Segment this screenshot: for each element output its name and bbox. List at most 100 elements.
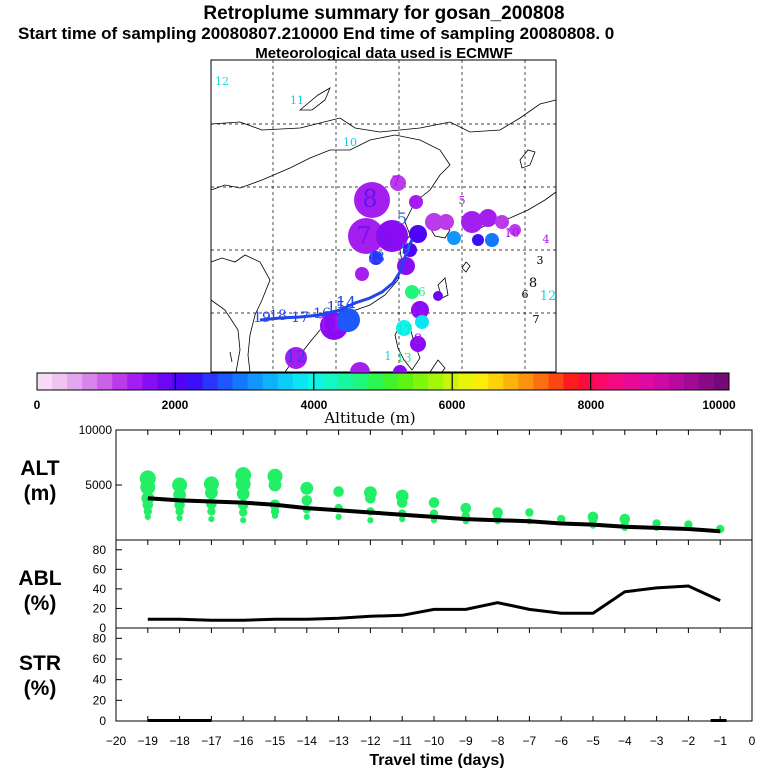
alt-particle-dot (239, 508, 248, 517)
met-data-label: Meteorological data used is ECMWF (255, 45, 513, 62)
plume-day-label: 4 (543, 233, 550, 246)
plume-cluster-circle (376, 220, 408, 252)
plume-day-label: 15 (326, 298, 345, 316)
colorbar-cell (82, 373, 98, 390)
colorbar-cell (277, 373, 294, 390)
colorbar-tick: 6000 (439, 398, 466, 412)
colorbar-cell (307, 373, 324, 390)
alt-particle-dot (588, 516, 598, 525)
colorbar-cell (202, 373, 219, 390)
colorbar-tick: 10000 (702, 398, 736, 412)
alt-particle-dot (240, 517, 247, 524)
abl-y-tick-label: 80 (93, 543, 107, 557)
alt-particle-dot (399, 516, 406, 523)
plume-cluster-circle (355, 267, 369, 281)
plume-cluster-circle (348, 218, 384, 254)
alt-particle-dot (301, 495, 313, 506)
colorbar-cell (322, 373, 339, 390)
plume-day-label: 3 (537, 254, 544, 267)
colorbar-cell (398, 373, 414, 390)
x-tick-label: −4 (618, 734, 632, 748)
colorbar-cell (172, 373, 188, 390)
plume-cluster-circle (472, 234, 484, 246)
plume-day-label: 6 (522, 288, 529, 301)
str-y-tick-label: 0 (99, 714, 106, 728)
plume-day-label: 1 (384, 349, 392, 363)
colorbar-cell (533, 373, 549, 390)
centroid-track-line (259, 239, 414, 322)
colorbar-cell (518, 373, 534, 390)
colorbar-tick: 0 (34, 398, 41, 412)
abl-line (147, 584, 721, 622)
str-panel: 0 20 40 60 80 STR (%) (19, 627, 753, 728)
travel-time-axis: −20 −19 −18 −17 −16 −15 −14 −13 −12 −11 −10 −9 −8 −7−… (106, 734, 756, 748)
plume-day-label: 12 (215, 75, 229, 88)
str-label: STR (19, 652, 61, 675)
plume-day-label: 6 (379, 226, 393, 251)
alt-particle-dot (176, 514, 183, 522)
plume-day-label: 17 (291, 310, 309, 326)
plume-day-label: 18 (269, 308, 287, 324)
alt-particle-dot (142, 499, 154, 511)
colorbar-cell (352, 373, 369, 390)
colorbar-cell (578, 373, 595, 390)
colorbar-cell (638, 373, 655, 390)
alt-particle-dot (172, 477, 188, 493)
colorbar-cell (127, 373, 143, 390)
x-tick-label: −11 (392, 734, 412, 748)
alt-particle-dot (365, 492, 376, 504)
plume-cluster-circle (409, 195, 423, 209)
plume-day-label: 5 (397, 209, 407, 228)
plume-cluster-circle (479, 209, 497, 227)
alt-label: ALT (20, 457, 59, 480)
plume-cluster-circle (425, 213, 443, 231)
alt-particle-dot (270, 507, 280, 516)
x-tick-label: −15 (265, 734, 286, 748)
colorbar-cell (563, 373, 580, 390)
colorbar-cell (653, 373, 670, 390)
x-tick-label: −12 (360, 734, 381, 748)
str-y-tick-label: 80 (93, 631, 107, 645)
plume-cluster-circle (415, 315, 429, 329)
plume-day-label: 12 (286, 347, 306, 366)
plume-centroid-track (259, 239, 414, 322)
plume-cluster-circle (485, 233, 499, 247)
colorbar-cell (142, 373, 158, 390)
alt-particle-dot (396, 497, 408, 508)
alt-particle-dot (300, 481, 314, 495)
colorbar-cell (232, 373, 249, 390)
plume-cluster-circle (396, 320, 412, 336)
alt-mean-line (147, 496, 721, 534)
x-tick-label: −20 (106, 734, 127, 748)
abl-frame (115, 539, 753, 629)
abl-y-tick-label: 40 (93, 582, 107, 596)
plume-cluster-circle (405, 285, 419, 299)
x-tick-label: −9 (459, 734, 473, 748)
colorbar-cell (623, 373, 640, 390)
x-tick-label: −1 (713, 734, 727, 748)
alt-particle-dot (268, 478, 282, 492)
alt-y-tick-label: 5000 (85, 478, 112, 492)
str-y-tick-label: 40 (93, 673, 107, 687)
plume-day-label: 7 (356, 222, 371, 250)
plume-cluster-circle (461, 211, 483, 233)
alt-particle-dot (173, 488, 187, 502)
plume-cluster-circle (495, 215, 509, 229)
str-y-tick-label: 60 (93, 652, 107, 666)
plume-day-label: 6 (410, 195, 418, 210)
x-tick-label: −10 (424, 734, 445, 748)
colorbar-cell (413, 373, 429, 390)
alt-unit: (m) (24, 482, 57, 505)
plume-day-label: 5 (459, 194, 466, 207)
x-tick-label: −14 (297, 734, 318, 748)
altitude-colorbar: 0 2000 4000 6000 8000 10000 Altitude (m) (34, 372, 736, 427)
plume-day-label: 8 (362, 185, 377, 213)
alt-particle-dot (333, 486, 344, 497)
plume-cluster-circle (410, 336, 426, 352)
abl-y-tick-label: 20 (93, 601, 107, 615)
alt-panel: 5000 10000 ALT (m) (20, 423, 753, 541)
plume-day-label: 10 (343, 136, 357, 149)
